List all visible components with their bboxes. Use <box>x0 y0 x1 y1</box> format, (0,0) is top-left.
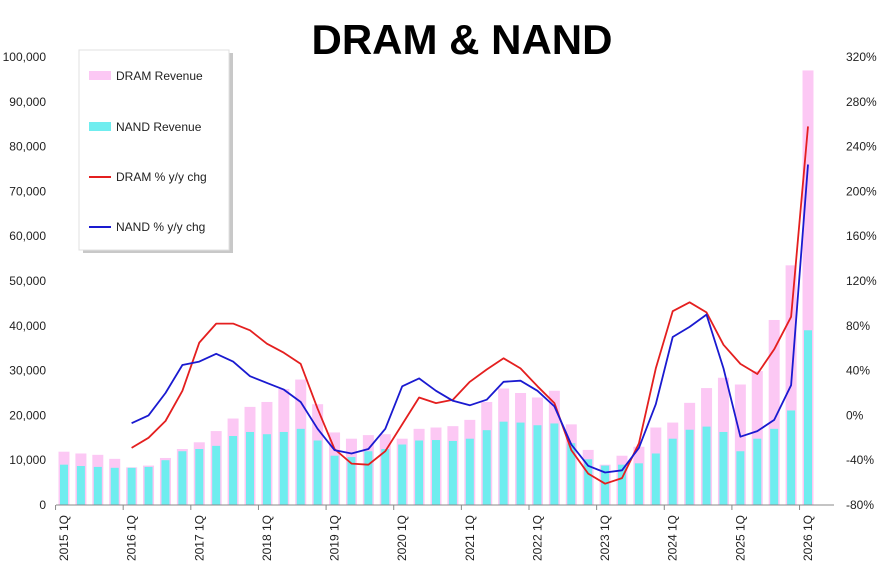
nand-bar <box>330 455 339 505</box>
nand-bar <box>804 330 812 505</box>
dram-bar <box>734 384 746 505</box>
right-axis-tick-label: 120% <box>846 274 877 288</box>
left-axis-tick-label: 30,000 <box>9 364 46 378</box>
x-axis-tick-label: 2022 1Q <box>530 515 544 561</box>
nand-bar <box>618 464 626 505</box>
nand-bar <box>482 430 491 505</box>
nand-bar <box>313 440 322 505</box>
right-axis-tick-labels: -80% -40% 0% 40% 80% 120% 160% 200% 240% 280% 320% <box>846 50 877 512</box>
dram-bar <box>802 70 814 505</box>
nand-bar <box>279 431 288 505</box>
nand-bar <box>448 440 457 505</box>
left-axis-tick-label: 70,000 <box>9 184 46 198</box>
nand-bar <box>398 444 407 505</box>
legend-swatch-dram-revenue <box>89 71 111 80</box>
right-axis-tick-label: -80% <box>846 498 874 512</box>
right-axis-tick-label: 40% <box>846 364 870 378</box>
left-axis-tick-label: 40,000 <box>9 319 46 333</box>
legend-box <box>78 49 230 251</box>
nand-bar <box>432 440 440 505</box>
nand-bar <box>93 466 102 505</box>
right-axis-tick-label: 280% <box>846 95 877 109</box>
x-axis-tick-label: 2023 1Q <box>598 515 612 561</box>
nand-bar <box>634 463 643 505</box>
nand-bar <box>651 453 660 505</box>
nand-bar <box>516 422 525 505</box>
nand-bar <box>465 438 474 505</box>
nand-bar <box>584 459 593 505</box>
nand-bar <box>415 440 424 505</box>
left-axis-tick-label: 20,000 <box>9 408 46 422</box>
left-axis-tick-label: 10,000 <box>9 453 46 467</box>
nand-bar <box>668 438 677 505</box>
right-axis-tick-label: 80% <box>846 319 870 333</box>
nand-bar <box>60 464 68 505</box>
nand-bar <box>127 467 136 505</box>
legend-label-nand-yoy: NAND % y/y chg <box>116 220 205 234</box>
right-axis-tick-label: 0% <box>846 408 864 422</box>
nand-bar <box>601 465 610 505</box>
left-axis-tick-label: 60,000 <box>9 229 46 243</box>
x-axis-tick-label: 2020 1Q <box>395 515 409 561</box>
nand-bar <box>567 443 576 505</box>
x-axis-tick-label: 2025 1Q <box>733 515 747 561</box>
x-axis-tick-label: 2016 1Q <box>125 515 139 561</box>
nand-bar <box>296 428 305 505</box>
legend: DRAM Revenue NAND Revenue DRAM % y/y chg… <box>78 49 233 253</box>
nand-bar <box>178 451 187 505</box>
nand-bar <box>499 421 508 505</box>
left-axis-tick-label: 50,000 <box>9 274 46 288</box>
legend-swatch-nand-revenue <box>89 122 111 131</box>
nand-bar <box>550 423 559 505</box>
dram-yoy-line <box>131 126 809 485</box>
nand-bar <box>262 434 271 505</box>
left-axis-tick-label: 0 <box>39 498 46 512</box>
x-axis-tick-label: 2015 1Q <box>57 515 71 561</box>
nand-bar <box>144 466 153 505</box>
right-axis-tick-label: 240% <box>846 140 877 154</box>
nand-bar <box>533 425 542 505</box>
nand-bars <box>60 330 812 505</box>
x-axis-tick-label: 2019 1Q <box>328 515 342 561</box>
right-axis-tick-label: 160% <box>846 229 877 243</box>
nand-bar <box>685 429 694 505</box>
nand-bar <box>110 467 119 505</box>
nand-bar <box>770 428 779 505</box>
nand-bar <box>161 460 170 505</box>
nand-bar <box>195 449 204 505</box>
nand-bar <box>381 449 390 505</box>
nand-yoy-line <box>131 164 809 474</box>
legend-label-nand-revenue: NAND Revenue <box>116 120 202 134</box>
chart-title: DRAM & NAND <box>312 16 613 63</box>
nand-bar <box>736 451 745 505</box>
dram-bar <box>751 371 763 505</box>
right-axis-tick-label: 320% <box>846 50 877 64</box>
left-axis-tick-labels: 0 10,000 20,000 30,000 40,000 50,000 60,000 70,… <box>3 50 47 512</box>
nand-bar <box>787 410 796 505</box>
nand-bar <box>246 431 254 505</box>
nand-bar <box>212 445 221 505</box>
left-axis-tick-label: 90,000 <box>9 95 46 109</box>
left-axis-tick-label: 100,000 <box>3 50 47 64</box>
legend-label-dram-yoy: DRAM % y/y chg <box>116 170 207 184</box>
nand-bar <box>364 451 373 505</box>
dram-bar <box>768 319 780 505</box>
nand-bar <box>229 436 238 505</box>
x-axis-tick-label: 2017 1Q <box>192 515 206 561</box>
nand-bar <box>702 426 711 505</box>
x-axis-ticks: 2015 1Q 2016 1Q 2017 1Q 2018 1Q 2019 1Q 2020 … <box>55 505 815 561</box>
right-axis-tick-label: -40% <box>846 453 874 467</box>
left-axis-tick-label: 80,000 <box>9 140 46 154</box>
x-axis-tick-label: 2021 1Q <box>463 515 477 561</box>
right-axis-tick-label: 200% <box>846 184 877 198</box>
x-axis-tick-label: 2026 1Q <box>801 515 815 561</box>
nand-bar <box>347 457 356 505</box>
x-axis-tick-label: 2018 1Q <box>260 515 274 561</box>
x-axis-tick-label: 2024 1Q <box>666 515 680 561</box>
nand-bar <box>753 438 762 505</box>
nand-bar <box>719 431 728 505</box>
legend-label-dram-revenue: DRAM Revenue <box>116 69 203 83</box>
nand-bar <box>76 466 85 505</box>
